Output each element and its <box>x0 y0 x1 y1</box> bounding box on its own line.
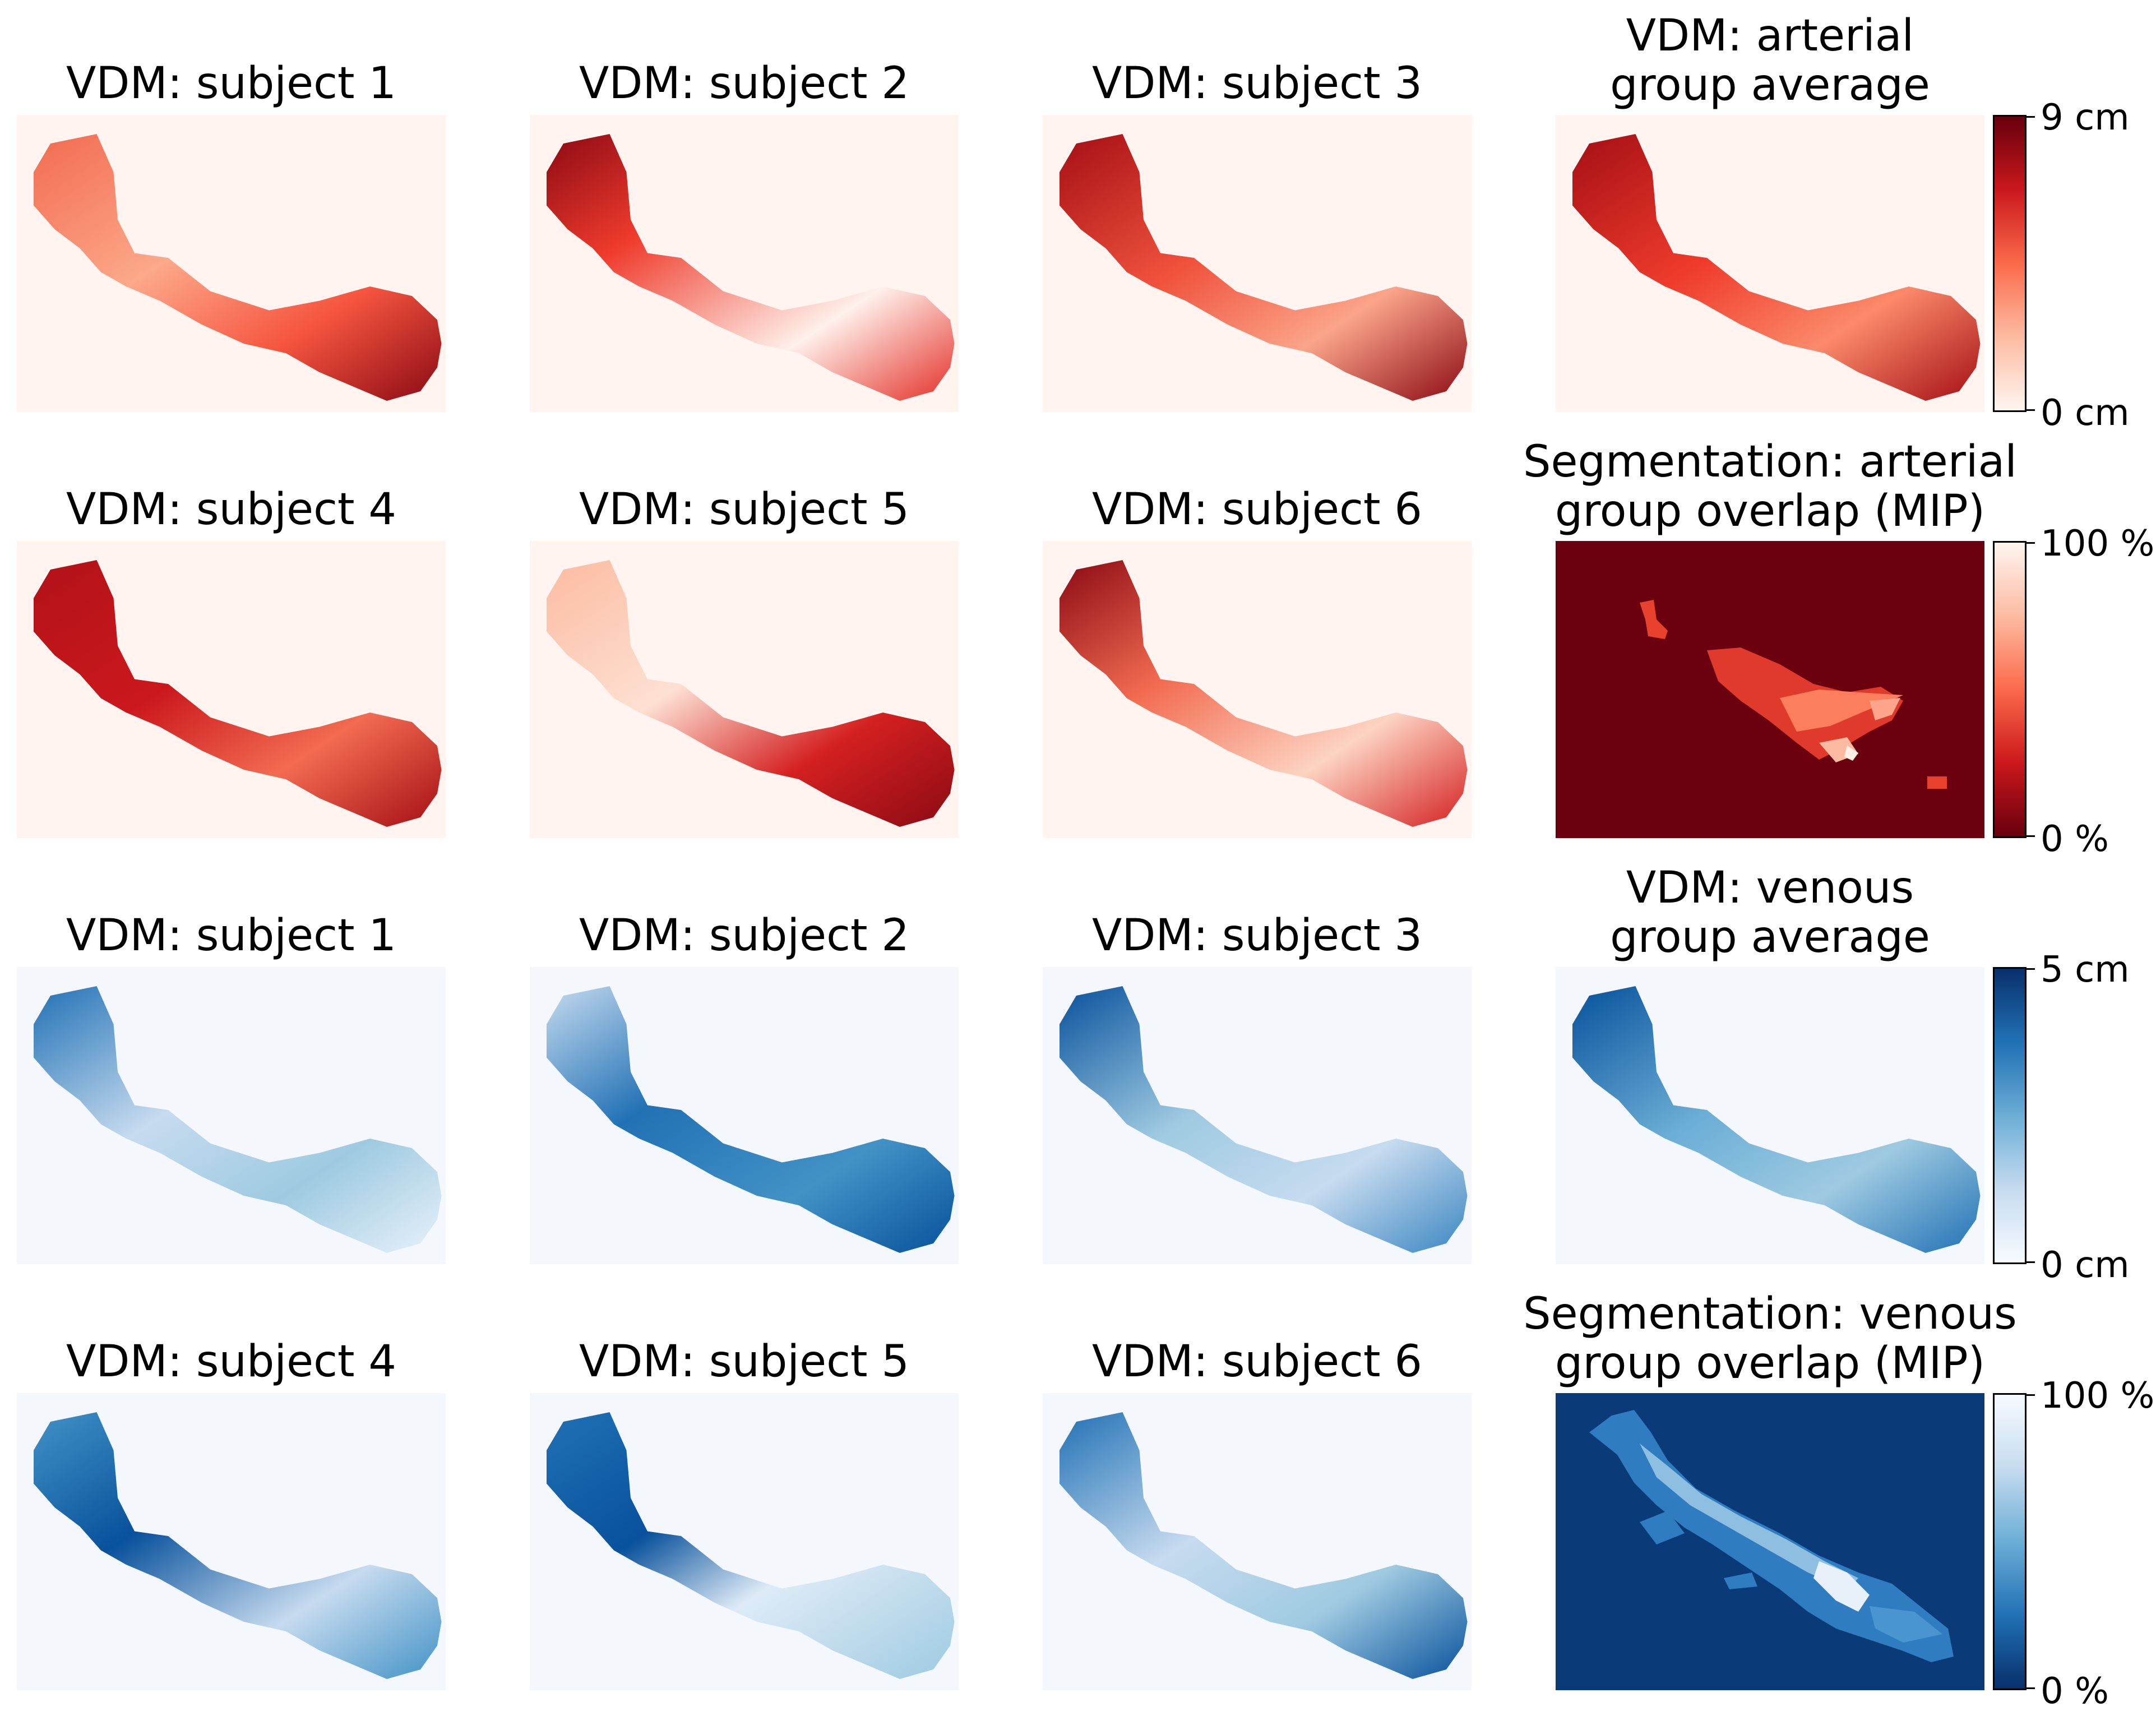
panel-title: VDM: subject 1 <box>66 58 396 109</box>
segmentation-overlap-arterial <box>1556 541 1984 838</box>
vdm-map-venous <box>1043 967 1472 1264</box>
panel-title: VDM: subject 6 <box>1092 1336 1422 1387</box>
colorbar-min-label: 0 % <box>2041 1671 2109 1712</box>
colorbar-tick <box>2025 116 2035 118</box>
colorbar-min-label: 0 cm <box>2041 1245 2130 1286</box>
vdm-map-arterial <box>17 541 446 838</box>
panel-title: VDM: subject 4 <box>66 1336 396 1387</box>
panel-title: VDM: subject 2 <box>579 910 909 961</box>
vdm-map-arterial <box>17 115 446 412</box>
panel-title: VDM: subject 2 <box>579 58 909 109</box>
vdm-map-venous <box>530 1393 959 1690</box>
panel-title-line2: group average <box>1610 912 1930 963</box>
vdm-group-average-venous <box>1556 967 1984 1264</box>
vdm-map-venous <box>17 1393 446 1690</box>
colorbar-arterial-vdm <box>1993 115 2027 412</box>
vdm-map-arterial <box>1043 115 1472 412</box>
vdm-map-venous <box>1043 1393 1472 1690</box>
panel-title: VDM: subject 3 <box>1092 910 1422 961</box>
vdm-group-average-arterial <box>1556 115 1984 412</box>
colorbar-venous-segmentation <box>1993 1393 2027 1690</box>
panel-title: VDM: subject 1 <box>66 910 396 961</box>
colorbar-venous-vdm <box>1993 967 2027 1264</box>
panel-title: VDM: subject 3 <box>1092 58 1422 109</box>
panel-title-line2: group average <box>1610 60 1930 110</box>
colorbar-min-label: 0 cm <box>2041 392 2130 434</box>
colorbar-min-label: 0 % <box>2041 818 2109 860</box>
colorbar-max-label: 100 % <box>2041 1375 2155 1417</box>
panel-title-line1: VDM: arterial <box>1626 11 1914 61</box>
colorbar-tick <box>2025 409 2035 411</box>
colorbar-tick <box>2025 968 2035 970</box>
colorbar-tick <box>2025 1687 2035 1689</box>
vdm-map-arterial <box>530 115 959 412</box>
vdm-map-venous <box>17 967 446 1264</box>
segmentation-overlap-venous <box>1556 1393 1984 1690</box>
vdm-map-venous <box>530 967 959 1264</box>
panel-title: VDM: subject 5 <box>579 1336 909 1387</box>
colorbar-tick <box>2025 835 2035 837</box>
colorbar-tick <box>2025 1261 2035 1263</box>
vdm-map-arterial <box>530 541 959 838</box>
panel-title-line2: group overlap (MIP) <box>1554 1338 1986 1389</box>
panel-title-line2: group overlap (MIP) <box>1554 486 1986 536</box>
vdm-map-arterial <box>1043 541 1472 838</box>
panel-title-line1: Segmentation: arterial <box>1523 437 2017 487</box>
colorbar-tick <box>2025 1394 2035 1396</box>
colorbar-max-label: 5 cm <box>2041 949 2130 991</box>
panel-title-line1: VDM: venous <box>1626 863 1914 913</box>
colorbar-max-label: 100 % <box>2041 523 2155 565</box>
colorbar-arterial-segmentation <box>1993 541 2027 838</box>
panel-title: VDM: subject 5 <box>579 484 909 535</box>
panel-title-line1: Segmentation: venous <box>1523 1289 2017 1339</box>
colorbar-max-label: 9 cm <box>2041 97 2130 138</box>
panel-title: VDM: subject 6 <box>1092 484 1422 535</box>
colorbar-tick <box>2025 542 2035 544</box>
panel-title: VDM: subject 4 <box>66 484 396 535</box>
